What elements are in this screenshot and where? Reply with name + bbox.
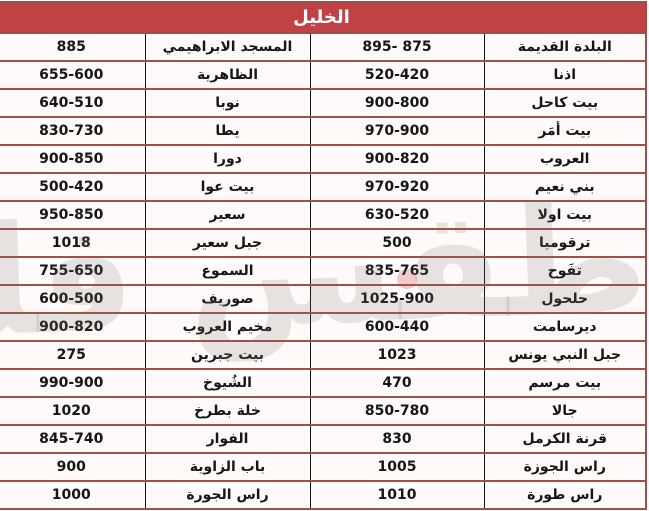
elevation-value-cell: 900 — [0, 452, 147, 482]
elevation-value-cell: 850-780 — [310, 396, 486, 426]
elevation-value-cell: 500-420 — [0, 172, 147, 202]
locality-name-cell: نوبا — [145, 88, 312, 118]
table-row: اذنا 520-420 الظاهرية 655-600 — [0, 60, 648, 90]
locality-name-cell: الظاهرية — [145, 60, 312, 90]
locality-name-cell: خلة بطرخ — [145, 396, 312, 426]
elevation-value-cell: 900-800 — [310, 88, 486, 118]
locality-name-cell: قرنة الكرمل — [484, 424, 648, 454]
locality-name-cell: بيت عوا — [145, 172, 312, 202]
locality-name-cell: الفوار — [145, 424, 312, 454]
elevation-value-cell: 885 — [0, 32, 147, 62]
table-row: جالا 850-780 خلة بطرخ 1020 — [0, 396, 648, 426]
elevation-value-cell: 630-520 — [310, 200, 486, 230]
elevation-value-cell: 1005 — [310, 452, 486, 482]
locality-name-cell: دورا — [145, 144, 312, 174]
locality-name-cell: اذنا — [484, 60, 648, 90]
locality-name-cell: ديرسامت — [484, 312, 648, 342]
elevation-value-cell: 1010 — [310, 480, 486, 510]
elevation-value-cell: 845-740 — [0, 424, 147, 454]
locality-name-cell: المسجد الابراهيمي — [145, 32, 312, 62]
elevation-value-cell: 655-600 — [0, 60, 147, 90]
table-row: ترقوميا 500 جبل سعير 1018 — [0, 228, 648, 258]
elevation-value-cell: 900-820 — [0, 312, 147, 342]
elevation-value-cell: 990-900 — [0, 368, 147, 398]
table-row: بيت مرسم 470 الشُيوخ 990-900 — [0, 368, 648, 398]
locality-name-cell: سعير — [145, 200, 312, 230]
locality-name-cell: بيت اولا — [484, 200, 648, 230]
locality-name-cell: جالا — [484, 396, 648, 426]
locality-name-cell: بيت أمَر — [484, 116, 648, 146]
elevation-value-cell: 640-510 — [0, 88, 147, 118]
table-title: الخليل — [0, 1, 649, 34]
elevation-value-cell: 835-765 — [310, 256, 486, 286]
elevation-value-cell: 600-500 — [0, 284, 147, 314]
locality-name-cell: راس الجوزة — [484, 452, 648, 482]
table-row: راس طورة 1010 راس الجورة 1000 — [0, 480, 648, 510]
elevation-value-cell: 275 — [0, 340, 147, 370]
locality-name-cell: بني نعيم — [484, 172, 648, 202]
locality-name-cell: حلحول — [484, 284, 648, 314]
locality-name-cell: مخيم العروب — [145, 312, 312, 342]
locality-name-cell: باب الزاوية — [145, 452, 312, 482]
table-row: البلدة القديمة 895- 875 المسجد الابراهيمي 8… — [0, 32, 648, 62]
locality-name-cell: بيت كاحل — [484, 88, 648, 118]
elevation-value-cell: 895- 875 — [310, 32, 486, 62]
locality-name-cell: جبل سعير — [145, 228, 312, 258]
table-row: ديرسامت 600-440 مخيم العروب 900-820 — [0, 312, 648, 342]
table-row: بني نعيم 970-920 بيت عوا 500-420 — [0, 172, 648, 202]
elevation-value-cell: 500 — [310, 228, 486, 258]
table-row: حلحول 1025-900 صوريف 600-500 — [0, 284, 648, 314]
elevation-value-cell: 1025-900 — [310, 284, 486, 314]
table-row: جبل النبي يونس 1023 بيت جبرين 275 — [0, 340, 648, 370]
table-body: البلدة القديمة 895- 875 المسجد الابراهيمي 8… — [0, 32, 648, 510]
elevation-value-cell: 900-850 — [0, 144, 147, 174]
locality-name-cell: العروب — [484, 144, 648, 174]
elevation-value-cell: 830 — [310, 424, 486, 454]
table-row: بيت أمَر 970-900 يطا 830-730 — [0, 116, 648, 146]
locality-name-cell: تفَوح — [484, 256, 648, 286]
elevation-value-cell: 470 — [310, 368, 486, 398]
locality-name-cell: بيت جبرين — [145, 340, 312, 370]
elevation-value-cell: 900-820 — [310, 144, 486, 174]
locality-name-cell: البلدة القديمة — [484, 32, 648, 62]
table-row: بيت اولا 630-520 سعير 950-850 — [0, 200, 648, 230]
locality-name-cell: جبل النبي يونس — [484, 340, 648, 370]
table-row: قرنة الكرمل 830 الفوار 845-740 — [0, 424, 648, 454]
elevation-value-cell: 1000 — [0, 480, 147, 510]
table-row: بيت كاحل 900-800 نوبا 640-510 — [0, 88, 648, 118]
elevation-value-cell: 755-650 — [0, 256, 147, 286]
elevation-value-cell: 970-900 — [310, 116, 486, 146]
table-row: تفَوح 835-765 السموع 755-650 — [0, 256, 648, 286]
table-row: العروب 900-820 دورا 900-850 — [0, 144, 648, 174]
elevation-value-cell: 600-440 — [310, 312, 486, 342]
locality-name-cell: الشُيوخ — [145, 368, 312, 398]
elevation-value-cell: 970-920 — [310, 172, 486, 202]
elevation-value-cell: 520-420 — [310, 60, 486, 90]
locality-name-cell: راس طورة — [484, 480, 648, 510]
elevation-value-cell: 1020 — [0, 396, 147, 426]
title-row: الخليل — [0, 1, 649, 34]
table-row: راس الجوزة 1005 باب الزاوية 900 — [0, 452, 648, 482]
locality-name-cell: يطا — [145, 116, 312, 146]
locality-name-cell: صوريف — [145, 284, 312, 314]
locality-name-cell: ترقوميا — [484, 228, 648, 258]
locality-name-cell: بيت مرسم — [484, 368, 648, 398]
elevation-value-cell: 1018 — [0, 228, 147, 258]
elevation-value-cell: 1023 — [310, 340, 486, 370]
locality-name-cell: السموع — [145, 256, 312, 286]
elevation-value-cell: 830-730 — [0, 116, 147, 146]
locality-name-cell: راس الجورة — [145, 480, 312, 510]
elevation-value-cell: 950-850 — [0, 200, 147, 230]
